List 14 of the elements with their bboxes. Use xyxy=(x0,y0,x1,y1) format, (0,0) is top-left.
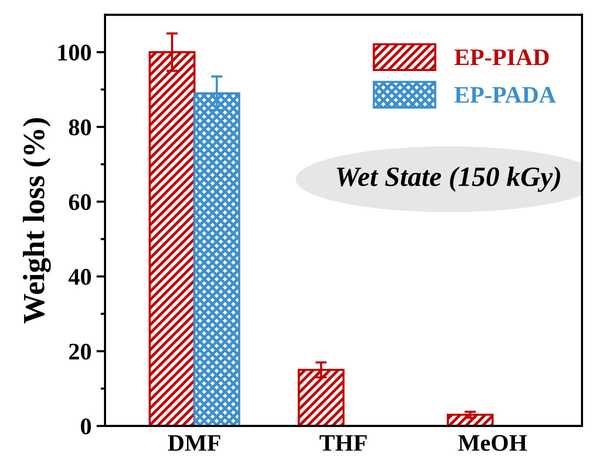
y-tick-label: 100 xyxy=(58,44,91,61)
x-tick-label: MeOH xyxy=(458,435,527,451)
y-tick-label: 60 xyxy=(69,194,91,210)
y-tick-label: 0 xyxy=(80,418,91,434)
legend-label: EP-PIAD xyxy=(454,49,549,66)
y-tick-label: 40 xyxy=(68,268,91,285)
y-axis-title: Weight loss (%) xyxy=(22,118,51,324)
y-tick-label: 80 xyxy=(68,119,91,136)
legend-label: EP-PADA xyxy=(454,87,556,103)
x-tick-label: DMF xyxy=(168,435,220,451)
y-tick-label: 20 xyxy=(69,344,91,360)
annotation: Wet State (150 kGy) xyxy=(336,166,560,192)
x-tick-label: THF xyxy=(320,435,367,451)
bar xyxy=(446,414,494,426)
